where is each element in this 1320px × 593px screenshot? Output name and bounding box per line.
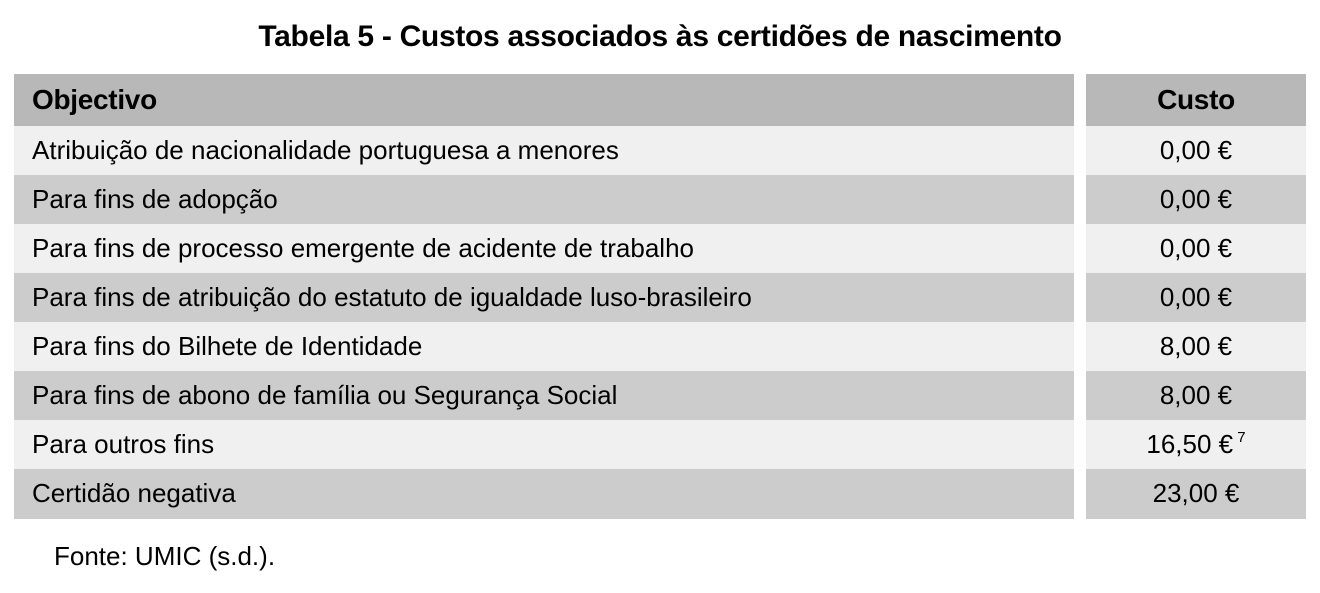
cost-value: 8,00 € [1160, 331, 1232, 361]
table-title: Tabela 5 - Custos associados às certidõe… [14, 20, 1306, 54]
cost-value: 8,00 € [1160, 380, 1232, 410]
cell-cost: 0,00 € [1086, 224, 1306, 273]
table-source: Fonte: UMIC (s.d.). [14, 541, 1306, 572]
table-row: Para fins de processo emergente de acide… [14, 224, 1306, 273]
cell-cost: 0,00 € [1086, 126, 1306, 175]
cost-value: 0,00 € [1160, 184, 1232, 214]
cell-cost: 23,00 € [1086, 469, 1306, 518]
cell-cost: 8,00 € [1086, 322, 1306, 371]
col-header-objective: Objectivo [14, 74, 1074, 126]
cell-objective: Para fins do Bilhete de Identidade [14, 322, 1074, 371]
cell-cost: 8,00 € [1086, 371, 1306, 420]
cell-objective: Para fins de atribuição do estatuto de i… [14, 273, 1074, 322]
cost-value: 23,00 € [1153, 478, 1240, 508]
table-row: Para fins do Bilhete de Identidade 8,00 € [14, 322, 1306, 371]
cell-objective: Para fins de adopção [14, 175, 1074, 224]
cell-objective: Para fins de abono de família ou Seguran… [14, 371, 1074, 420]
table-header-row: Objectivo Custo [14, 74, 1306, 126]
col-header-cost: Custo [1086, 74, 1306, 126]
cell-cost: 0,00 € [1086, 175, 1306, 224]
cost-value: 0,00 € [1160, 233, 1232, 263]
cell-objective: Certidão negativa [14, 469, 1074, 518]
cost-value: 0,00 € [1160, 282, 1232, 312]
table-row: Para fins de atribuição do estatuto de i… [14, 273, 1306, 322]
table-row: Para fins de abono de família ou Seguran… [14, 371, 1306, 420]
cell-cost: 16,50 € 7 [1086, 420, 1306, 469]
table-row: Certidão negativa 23,00 € [14, 469, 1306, 518]
table-row: Para outros fins16,50 € 7 [14, 420, 1306, 469]
cost-value: 0,00 € [1160, 135, 1232, 165]
cost-table: Objectivo Custo Atribuição de nacionalid… [14, 74, 1306, 519]
cell-objective: Atribuição de nacionalidade portuguesa a… [14, 126, 1074, 175]
footnote-marker: 7 [1233, 429, 1246, 446]
cost-value: 16,50 € [1146, 429, 1233, 459]
cell-cost: 0,00 € [1086, 273, 1306, 322]
cell-objective: Para fins de processo emergente de acide… [14, 224, 1074, 273]
table-row: Atribuição de nacionalidade portuguesa a… [14, 126, 1306, 175]
cell-objective: Para outros fins [14, 420, 1074, 469]
table-row: Para fins de adopção 0,00 € [14, 175, 1306, 224]
